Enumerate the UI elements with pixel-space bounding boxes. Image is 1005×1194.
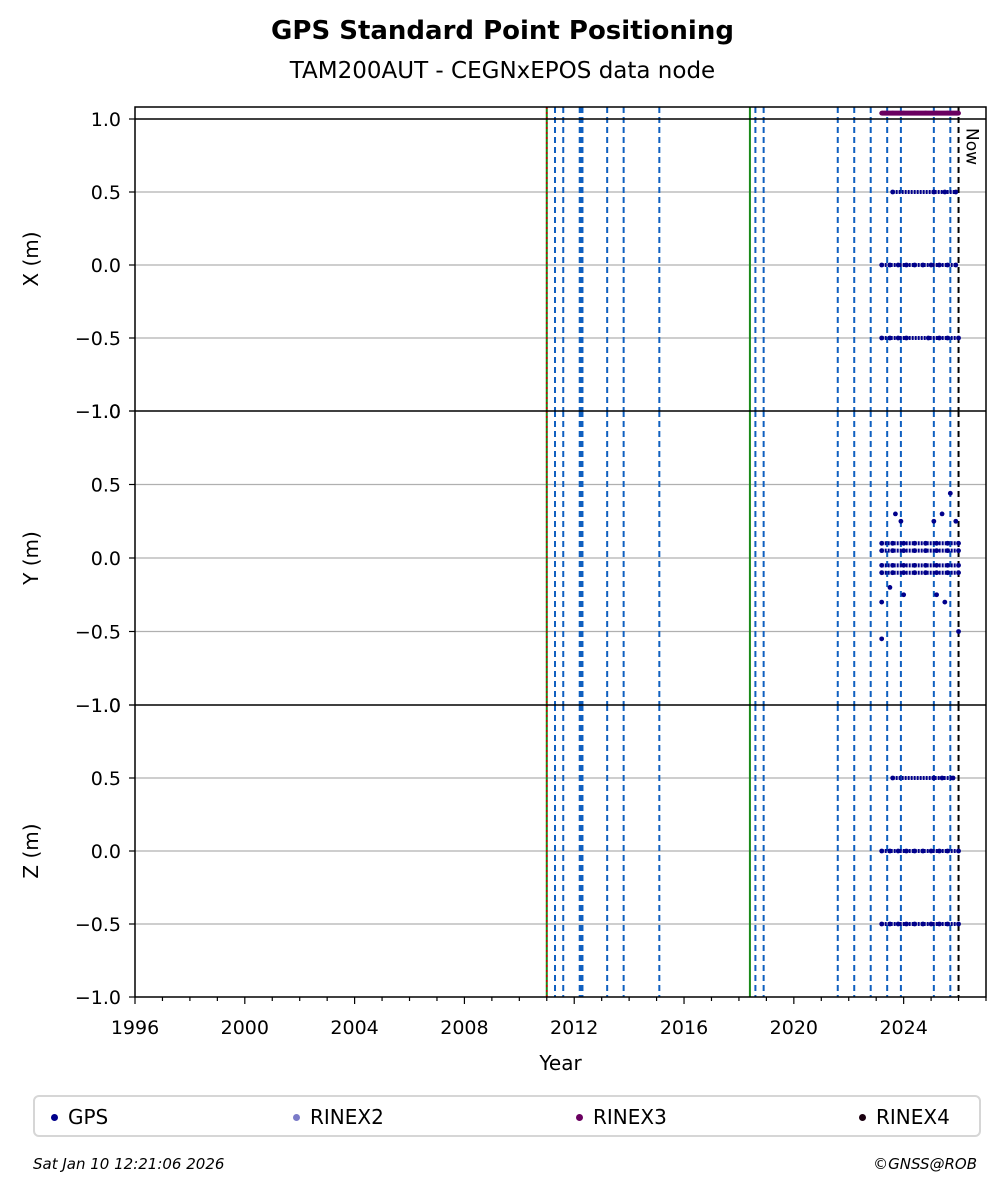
data-point — [901, 592, 907, 598]
x-tick-label: 2020 — [770, 1017, 818, 1039]
legend-label: GPS — [68, 1105, 109, 1129]
y-tick-label: −0.5 — [75, 914, 121, 936]
data-point — [879, 636, 885, 642]
y-tick-label: −0.5 — [75, 622, 121, 644]
chart-title: GPS Standard Point Positioning — [271, 16, 734, 46]
y-tick-label: 0.5 — [91, 475, 121, 497]
x-tick-label: 2012 — [550, 1017, 598, 1039]
legend-label: RINEX4 — [876, 1105, 950, 1129]
y-tick-label: 1.0 — [91, 401, 121, 423]
x-tick-label: 2024 — [879, 1017, 927, 1039]
y-axis-label: X (m) — [19, 231, 43, 286]
legend-marker-icon — [51, 1113, 58, 1121]
x-axis-label: Year — [538, 1051, 582, 1075]
data-point — [893, 511, 898, 517]
x-tick-label: 2000 — [221, 1017, 269, 1039]
data-point — [939, 511, 945, 517]
legend-item-rinex2: RINEX2 — [293, 1105, 384, 1129]
chart-area: −1.0 −0.5 0.0 0.5 1.0 X (m) −1.0 −0.5 0.0 0.5 1.0 Y… — [19, 106, 987, 1075]
data-point — [947, 490, 953, 496]
plot-frame — [134, 106, 987, 998]
x-tick-label: 2016 — [660, 1017, 708, 1039]
legend-label: RINEX2 — [310, 1105, 384, 1129]
x-tick-label: 1996 — [111, 1017, 159, 1039]
y-tick-label: 0.5 — [91, 768, 121, 790]
legend-item-rinex3: RINEX3 — [576, 1105, 667, 1129]
y-tick-label: −1.0 — [75, 401, 121, 423]
footer-credit: ©GNSS@ROB — [873, 1155, 977, 1173]
footer-timestamp: Sat Jan 10 12:21:06 2026 — [33, 1155, 225, 1173]
y-tick-label: 1.0 — [91, 109, 121, 131]
x-tick-label: 2004 — [330, 1017, 378, 1039]
legend-item-rinex4: RINEX4 — [859, 1105, 950, 1129]
data-point — [887, 585, 893, 590]
data-point — [879, 599, 885, 605]
legend-marker-icon — [293, 1113, 300, 1121]
y-axis-label: Z (m) — [19, 823, 43, 878]
data-point — [953, 518, 959, 524]
data-point — [898, 518, 904, 524]
y-axis-label: Y (m) — [19, 531, 43, 586]
legend-marker-icon — [576, 1113, 583, 1121]
y-tick-label: −0.5 — [75, 328, 121, 350]
x-tick-label: 2008 — [440, 1017, 488, 1039]
chart-subtitle: TAM200AUT - CEGNxEPOS data node — [289, 58, 716, 84]
y-tick-label: 0.0 — [91, 255, 121, 277]
data-point — [931, 518, 937, 524]
y-tick-label: 1.0 — [91, 695, 121, 717]
y-tick-label: −1.0 — [75, 987, 121, 1009]
legend: GPS RINEX2 RINEX3 RINEX4 — [33, 1095, 981, 1137]
y-tick-label: 0.5 — [91, 182, 121, 204]
legend-marker-icon — [859, 1113, 866, 1121]
data-point — [956, 629, 961, 634]
data-point — [942, 599, 948, 605]
legend-item-gps: GPS — [51, 1105, 108, 1129]
legend-label: RINEX3 — [593, 1105, 667, 1129]
now-label: Now — [962, 128, 982, 165]
y-tick-label: −1.0 — [75, 695, 121, 717]
y-tick-label: 0.0 — [91, 841, 121, 863]
data-point — [934, 592, 939, 598]
y-tick-label: 0.0 — [91, 548, 121, 570]
